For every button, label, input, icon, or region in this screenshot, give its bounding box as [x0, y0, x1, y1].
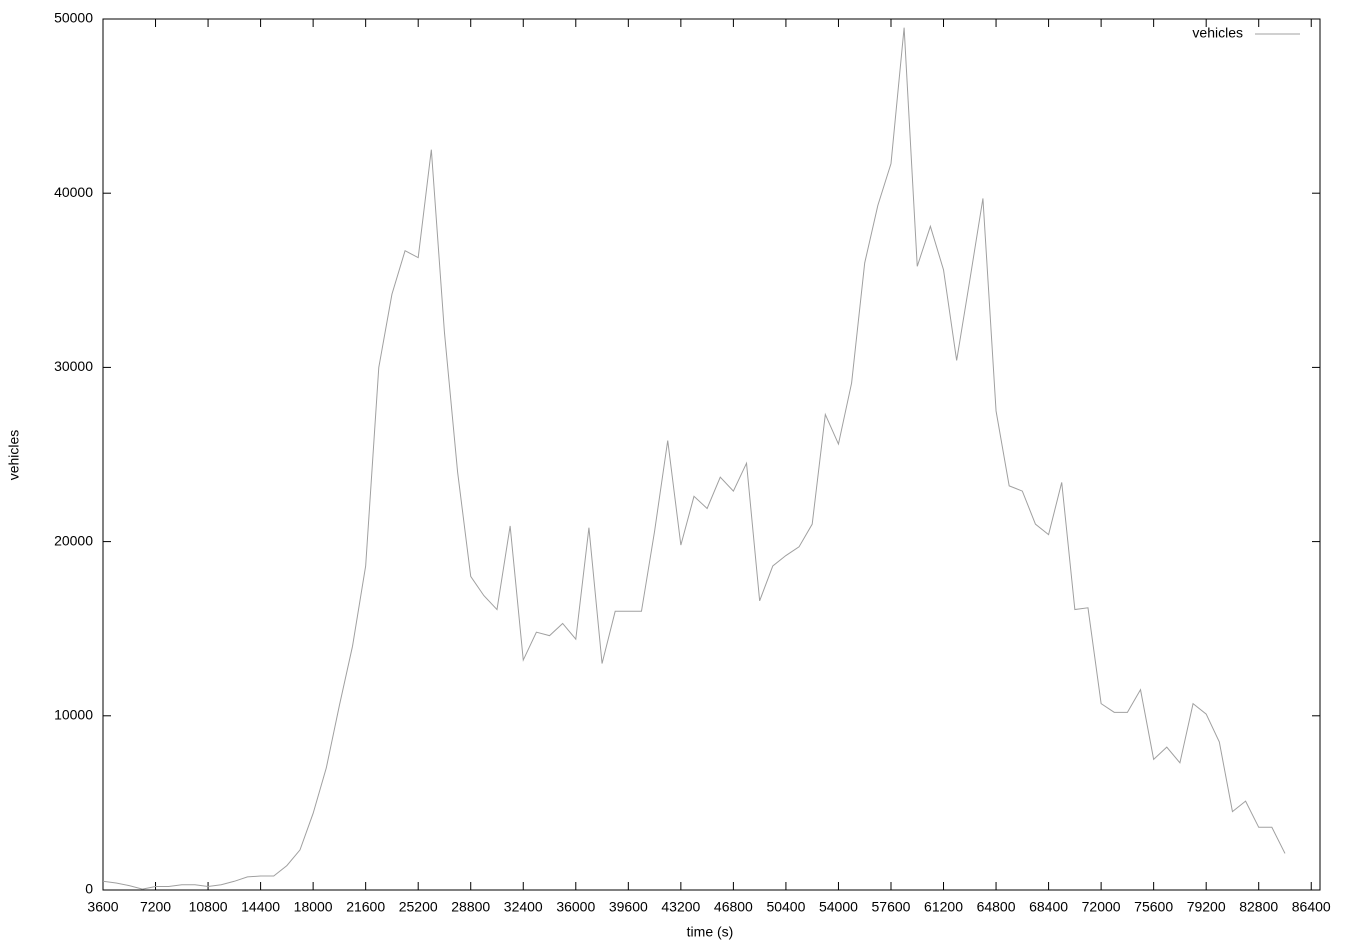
x-tick-label: 3600 — [87, 899, 118, 915]
x-tick-label: 39600 — [609, 899, 648, 915]
y-tick-label: 40000 — [54, 184, 93, 200]
x-tick-label: 32400 — [504, 899, 543, 915]
x-tick-label: 64800 — [977, 899, 1016, 915]
x-tick-label: 7200 — [140, 899, 171, 915]
x-tick-label: 10800 — [189, 899, 228, 915]
x-tick-label: 46800 — [714, 899, 753, 915]
x-tick-label: 79200 — [1187, 899, 1226, 915]
x-tick-label: 36000 — [556, 899, 595, 915]
y-tick-label: 20000 — [54, 532, 93, 548]
y-tick-label: 30000 — [54, 358, 93, 374]
x-tick-label: 61200 — [924, 899, 963, 915]
x-tick-label: 68400 — [1029, 899, 1068, 915]
y-axis-label: vehicles — [6, 430, 22, 481]
x-tick-label: 50400 — [766, 899, 805, 915]
x-tick-label: 54000 — [819, 899, 858, 915]
x-axis-label: time (s) — [687, 924, 734, 940]
x-tick-label: 14400 — [241, 899, 280, 915]
x-tick-label: 43200 — [661, 899, 700, 915]
plot-frame — [102, 18, 1321, 891]
data-line — [102, 27, 1286, 890]
y-tick-label: 0 — [85, 881, 93, 897]
x-tick-label: 21600 — [346, 899, 385, 915]
x-tick-label: 28800 — [451, 899, 490, 915]
x-tick-label: 25200 — [399, 899, 438, 915]
x-tick-label: 72000 — [1082, 899, 1121, 915]
legend-label: vehicles — [1192, 25, 1243, 41]
x-tick-label: 86400 — [1292, 899, 1331, 915]
y-tick-label: 50000 — [54, 10, 93, 26]
x-tick-label: 57600 — [872, 899, 911, 915]
y-tick-label: 10000 — [54, 707, 93, 723]
x-tick-label: 82800 — [1239, 899, 1278, 915]
x-tick-label: 18000 — [294, 899, 333, 915]
x-tick-label: 75600 — [1134, 899, 1173, 915]
